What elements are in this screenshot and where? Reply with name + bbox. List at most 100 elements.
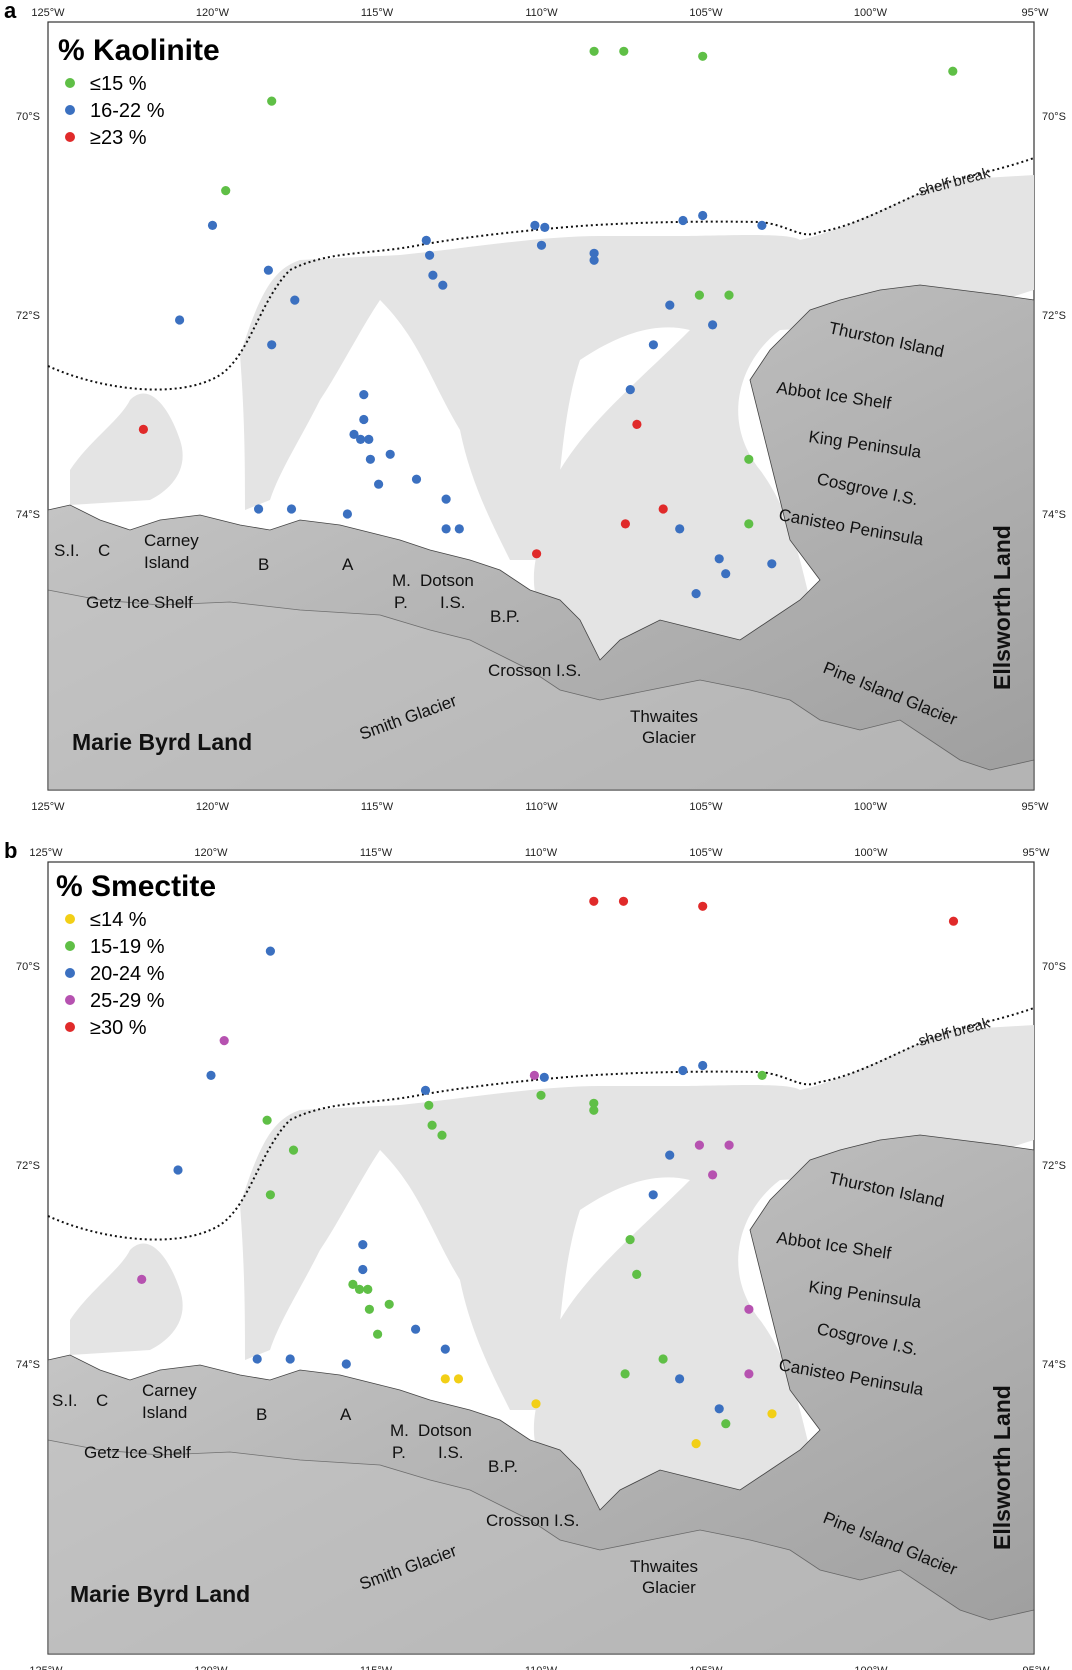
sample-point-magenta <box>694 1140 705 1150</box>
sample-point-green <box>632 1269 642 1279</box>
sample-point-blue <box>252 1354 262 1364</box>
sample-point-blue <box>441 524 451 534</box>
label-carney-2: Island <box>144 553 189 572</box>
sample-point-yellow <box>440 1374 450 1384</box>
sample-point-blue <box>691 589 701 599</box>
lon-tick-label-bottom: 110°W <box>525 1665 558 1670</box>
sample-point-blue <box>206 1070 216 1080</box>
sample-point-blue <box>342 509 352 519</box>
sample-point-yellow <box>453 1374 464 1384</box>
label-thwaites-1: Thwaites <box>630 707 698 726</box>
label-thwaites-1: Thwaites <box>630 1557 698 1576</box>
sample-point-magenta <box>529 1070 540 1080</box>
lon-tick-label-bottom: 110°W <box>525 801 558 813</box>
sample-point-blue <box>263 265 273 275</box>
sample-point-yellow <box>691 1439 701 1449</box>
lon-tick-label-top: 110°W <box>525 847 558 859</box>
sample-point-blue <box>286 504 297 514</box>
sample-point-red <box>620 519 631 529</box>
lon-tick-label-bottom: 125°W <box>31 801 65 813</box>
sample-point-blue <box>454 524 464 534</box>
sample-point-magenta <box>724 1140 734 1150</box>
sample-point-blue <box>359 414 369 425</box>
sample-point-blue <box>358 1264 368 1275</box>
sample-point-red <box>698 901 708 911</box>
sample-point-green <box>354 1284 365 1294</box>
sample-point-blue <box>411 474 422 484</box>
sample-point-blue <box>374 479 384 489</box>
legend-label: ≥23 % <box>90 127 147 149</box>
legend-label: ≤14 % <box>90 909 147 931</box>
label-dotson-1: Dotson <box>418 1421 472 1440</box>
label-c: C <box>96 1391 108 1410</box>
legend-swatch-magenta <box>65 995 75 1005</box>
sample-point-green <box>721 1419 731 1429</box>
legend-swatch-blue <box>65 105 75 115</box>
sample-point-blue <box>536 240 547 250</box>
lon-tick-label-bottom: 120°W <box>194 1665 228 1670</box>
lat-tick-label-left: 70°S <box>16 961 40 973</box>
sample-point-blue <box>173 1165 183 1175</box>
sample-points <box>137 896 959 1449</box>
panel-letter: b <box>4 838 17 863</box>
label-bp: B.P. <box>490 607 520 626</box>
sample-point-green <box>698 51 708 61</box>
lat-tick-label-right: 70°S <box>1042 111 1066 123</box>
sample-point-green <box>373 1329 383 1339</box>
sample-point-blue <box>665 1150 675 1160</box>
legend-swatch-green <box>65 941 75 951</box>
label-crosson-is: Crosson I.S. <box>486 1511 580 1530</box>
lon-tick-label-top: 120°W <box>196 7 230 19</box>
shelf-break-line <box>47 157 1035 391</box>
sample-point-blue <box>714 1404 724 1414</box>
sample-point-green <box>363 1284 373 1294</box>
label-c: C <box>98 541 110 560</box>
sample-point-blue <box>589 255 599 265</box>
legend-title: % Kaolinite <box>58 34 220 67</box>
legend-swatch-blue <box>65 968 75 978</box>
sample-point-blue <box>364 434 374 444</box>
lat-tick-label-right: 74°S <box>1042 509 1066 521</box>
lon-tick-label-top: 105°W <box>689 7 723 19</box>
sample-point-blue <box>421 235 431 245</box>
sample-point-green <box>948 66 958 76</box>
lon-tick-label-top: 95°W <box>1022 847 1050 859</box>
sample-point-green <box>625 1235 635 1245</box>
label-ellsworth-land: Ellsworth Land <box>989 525 1015 690</box>
lon-tick-label-top: 100°W <box>854 7 888 19</box>
sample-point-green <box>265 1190 275 1200</box>
sample-points <box>138 46 958 599</box>
lat-tick-label-left: 72°S <box>16 1160 40 1172</box>
sample-point-red <box>618 896 629 906</box>
label-dotson-1: Dotson <box>420 571 474 590</box>
sample-point-blue <box>285 1354 295 1364</box>
sample-point-green <box>424 1100 434 1110</box>
lon-tick-label-bottom: 125°W <box>29 1665 63 1670</box>
sample-point-blue <box>441 494 451 504</box>
sample-point-blue <box>438 280 448 290</box>
label-carney-1: Carney <box>142 1381 197 1400</box>
sample-point-magenta <box>744 1304 754 1314</box>
legend-label: 20-24 % <box>90 963 165 985</box>
sample-point-green <box>348 1279 358 1289</box>
sample-point-blue <box>411 1324 421 1334</box>
panel-smectite: shelf break Thurston Island Abbot Ice Sh… <box>4 838 1066 1670</box>
sample-point-blue <box>698 1060 708 1071</box>
lat-tick-label-left: 74°S <box>16 1359 40 1371</box>
graticule-ticks: 125°W 125°W 120°W 120°W 115°W 115°W 110°W 110°W… <box>16 7 1066 813</box>
sample-point-red <box>948 916 959 926</box>
legend-label: ≤15 % <box>90 73 147 95</box>
label-getz-ice-shelf: Getz Ice Shelf <box>86 593 193 612</box>
sample-point-blue <box>708 320 718 330</box>
legend: ≤15 % 16-22 % ≥23 % <box>65 73 165 149</box>
lon-tick-label-bottom: 95°W <box>1022 1665 1050 1670</box>
label-carney-2: Island <box>142 1403 187 1422</box>
label-carney-1: Carney <box>144 531 199 550</box>
legend-swatch-yellow <box>65 914 75 924</box>
sample-point-blue <box>349 429 359 439</box>
sample-point-blue <box>757 220 767 230</box>
legend-title: % Smectite <box>56 870 216 903</box>
sample-point-blue <box>714 554 724 564</box>
sample-point-green <box>724 290 734 300</box>
legend-label: 15-19 % <box>90 936 165 958</box>
